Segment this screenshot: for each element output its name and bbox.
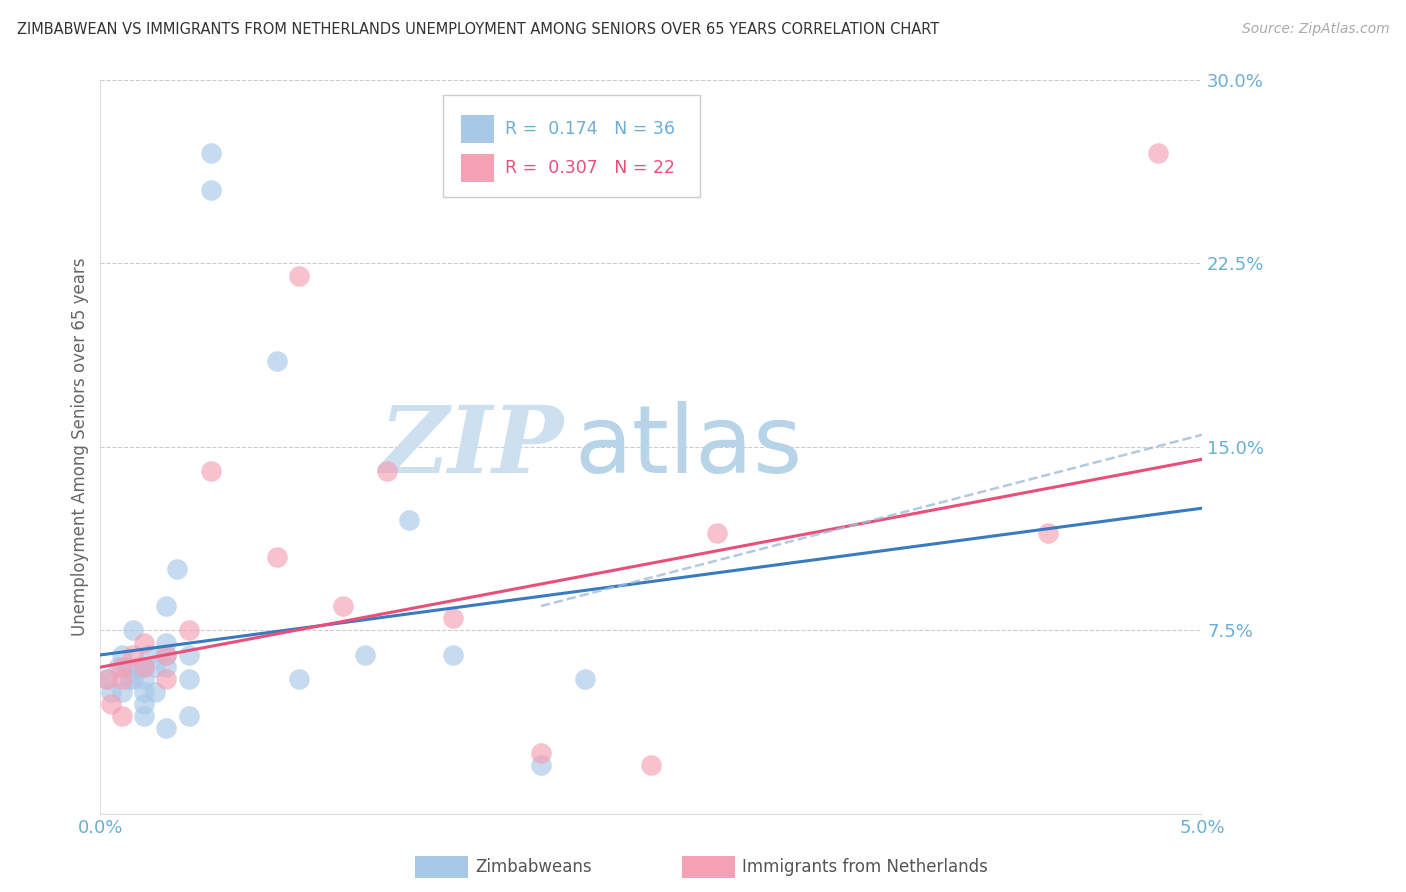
Point xyxy=(177,673,200,687)
Text: Zimbabweans: Zimbabweans xyxy=(475,858,592,876)
Point xyxy=(122,648,145,662)
Point xyxy=(145,660,167,674)
Point xyxy=(166,562,188,576)
Point xyxy=(530,758,553,772)
FancyBboxPatch shape xyxy=(461,115,494,143)
Point xyxy=(100,684,122,698)
Point xyxy=(155,636,177,650)
Point xyxy=(530,746,553,760)
Point xyxy=(111,709,134,723)
Point xyxy=(155,648,177,662)
Point xyxy=(155,599,177,613)
Text: R =  0.307   N = 22: R = 0.307 N = 22 xyxy=(505,159,675,178)
FancyBboxPatch shape xyxy=(443,95,700,197)
Point xyxy=(155,648,177,662)
Point xyxy=(266,354,288,368)
Point xyxy=(134,684,156,698)
Point xyxy=(122,673,145,687)
Point xyxy=(287,673,309,687)
Point xyxy=(266,550,288,565)
Point xyxy=(200,183,222,197)
Point xyxy=(177,709,200,723)
Point xyxy=(441,648,464,662)
Point xyxy=(287,268,309,283)
Point xyxy=(155,673,177,687)
Point xyxy=(118,673,141,687)
Point xyxy=(398,513,420,527)
Point xyxy=(155,722,177,736)
Point xyxy=(111,648,134,662)
Text: Immigrants from Netherlands: Immigrants from Netherlands xyxy=(742,858,988,876)
Text: ZIP: ZIP xyxy=(378,402,564,492)
Point xyxy=(441,611,464,625)
Point xyxy=(122,624,145,638)
Point xyxy=(127,660,149,674)
Text: Source: ZipAtlas.com: Source: ZipAtlas.com xyxy=(1241,22,1389,37)
Point xyxy=(111,660,134,674)
Point xyxy=(177,648,200,662)
Point xyxy=(134,673,156,687)
Point xyxy=(200,465,222,479)
Point xyxy=(574,673,596,687)
Point xyxy=(134,709,156,723)
Point xyxy=(111,684,134,698)
Point xyxy=(1036,525,1059,540)
Point xyxy=(107,660,129,674)
FancyBboxPatch shape xyxy=(461,154,494,182)
Point xyxy=(134,697,156,711)
Y-axis label: Unemployment Among Seniors over 65 years: Unemployment Among Seniors over 65 years xyxy=(72,258,89,636)
Text: ZIMBABWEAN VS IMMIGRANTS FROM NETHERLANDS UNEMPLOYMENT AMONG SENIORS OVER 65 YEA: ZIMBABWEAN VS IMMIGRANTS FROM NETHERLAND… xyxy=(17,22,939,37)
Point xyxy=(134,636,156,650)
Point xyxy=(375,465,398,479)
Point xyxy=(96,673,118,687)
Text: atlas: atlas xyxy=(574,401,803,493)
Point xyxy=(640,758,662,772)
Point xyxy=(177,624,200,638)
Point xyxy=(706,525,728,540)
Point xyxy=(1147,146,1170,161)
Point xyxy=(134,660,156,674)
Point xyxy=(332,599,354,613)
Point xyxy=(353,648,375,662)
Point xyxy=(134,660,156,674)
Point xyxy=(155,660,177,674)
Text: R =  0.174   N = 36: R = 0.174 N = 36 xyxy=(505,120,675,138)
Point xyxy=(96,673,118,687)
Point xyxy=(145,684,167,698)
Point xyxy=(138,648,160,662)
Point xyxy=(115,660,138,674)
Point xyxy=(100,697,122,711)
Point xyxy=(111,673,134,687)
Point xyxy=(200,146,222,161)
